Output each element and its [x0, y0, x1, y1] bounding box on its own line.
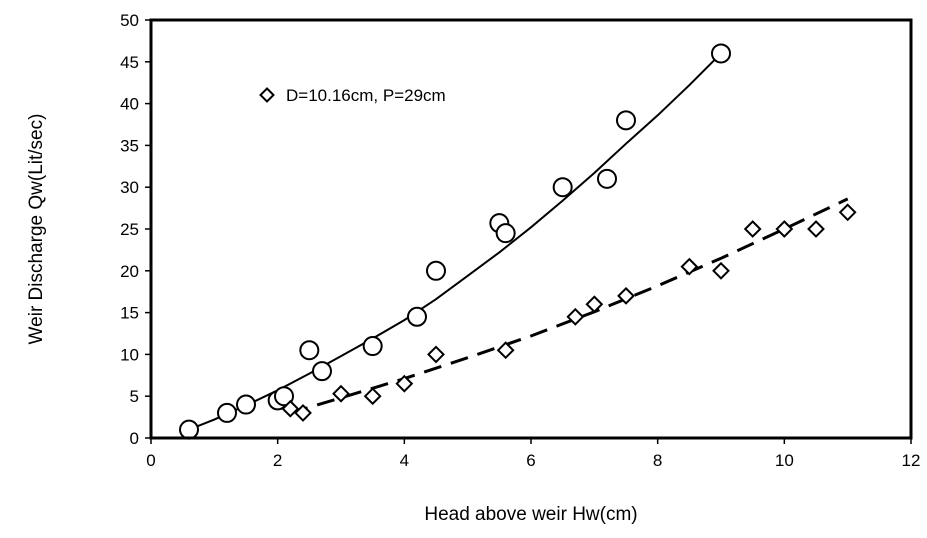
trendline-series-1	[188, 52, 722, 431]
diamond-marker	[427, 345, 445, 364]
trendlines	[188, 52, 849, 431]
legend: D=10.16cm, P=29cm	[259, 86, 446, 105]
data-markers	[179, 43, 857, 440]
legend-label: D=10.16cm, P=29cm	[286, 86, 446, 105]
circle-marker	[274, 386, 294, 407]
x-tick-label: 8	[653, 451, 662, 470]
diamond-marker	[363, 387, 382, 406]
x-axis-ticks: 0 2 4 6 8 10 12	[146, 438, 920, 470]
circle-marker	[495, 223, 516, 244]
circle-marker	[236, 394, 256, 415]
circle-marker	[426, 260, 446, 281]
y-axis-ticks: 0 5 10 15 20 25 30 35 40 45 50	[120, 11, 151, 448]
x-tick-label: 0	[146, 451, 155, 470]
diamond-marker	[281, 399, 300, 418]
circle-marker	[407, 306, 427, 327]
diamond-marker	[712, 261, 730, 280]
y-tick-label: 5	[130, 387, 139, 406]
x-tick-label: 10	[775, 451, 794, 470]
y-tick-label: 30	[120, 178, 139, 197]
x-tick-label: 4	[400, 451, 409, 470]
y-tick-label: 0	[130, 429, 139, 448]
circle-marker	[616, 110, 636, 131]
circle-marker	[179, 419, 199, 440]
x-axis-title: Head above weir Hw(cm)	[424, 504, 637, 525]
diamond-marker	[617, 286, 635, 305]
diamond-marker	[743, 220, 762, 238]
diamond-marker	[332, 384, 350, 403]
diamond-marker	[294, 404, 312, 422]
circle-marker	[552, 177, 573, 198]
y-tick-label: 45	[120, 53, 139, 72]
diamond-marker	[566, 307, 585, 326]
y-tick-label: 10	[120, 345, 139, 364]
circle-marker	[711, 43, 731, 64]
circle-marker	[299, 340, 320, 361]
circle-marker	[362, 336, 383, 357]
y-tick-label: 20	[120, 262, 139, 281]
y-tick-label: 15	[120, 304, 139, 323]
circle-marker	[217, 402, 237, 423]
y-tick-label: 35	[120, 136, 139, 155]
plot-area-frame	[149, 18, 913, 440]
circle-marker	[312, 361, 332, 382]
x-tick-label: 2	[273, 451, 282, 470]
x-tick-label: 6	[526, 451, 535, 470]
diamond-marker	[775, 220, 794, 238]
diamond-marker	[838, 203, 857, 222]
trendline-series-2	[289, 197, 849, 415]
circle-marker	[597, 168, 617, 189]
diamond-marker	[395, 374, 414, 393]
y-tick-label: 40	[120, 95, 139, 114]
diamond-marker	[807, 220, 825, 238]
y-axis-title: Weir Discharge Qw(Lit/sec)	[26, 114, 47, 345]
diamond-marker	[680, 257, 699, 276]
x-tick-label: 12	[902, 451, 921, 470]
diamond-marker	[585, 295, 604, 314]
legend-diamond-marker	[259, 87, 275, 103]
y-tick-label: 25	[120, 220, 139, 239]
y-tick-label: 50	[120, 11, 139, 30]
diamond-marker	[496, 341, 515, 360]
